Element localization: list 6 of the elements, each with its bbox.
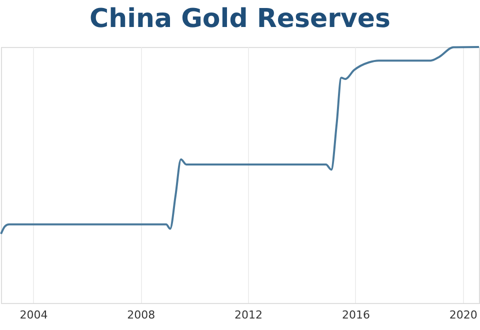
x-tick-label: 2008 (127, 308, 156, 322)
x-tick-label: 2012 (234, 308, 263, 322)
chart-title: China Gold Reserves (89, 4, 391, 34)
x-tick-label: 2020 (449, 308, 478, 322)
x-tick-label: 2004 (20, 308, 48, 322)
x-tick-label: 2016 (342, 308, 370, 322)
